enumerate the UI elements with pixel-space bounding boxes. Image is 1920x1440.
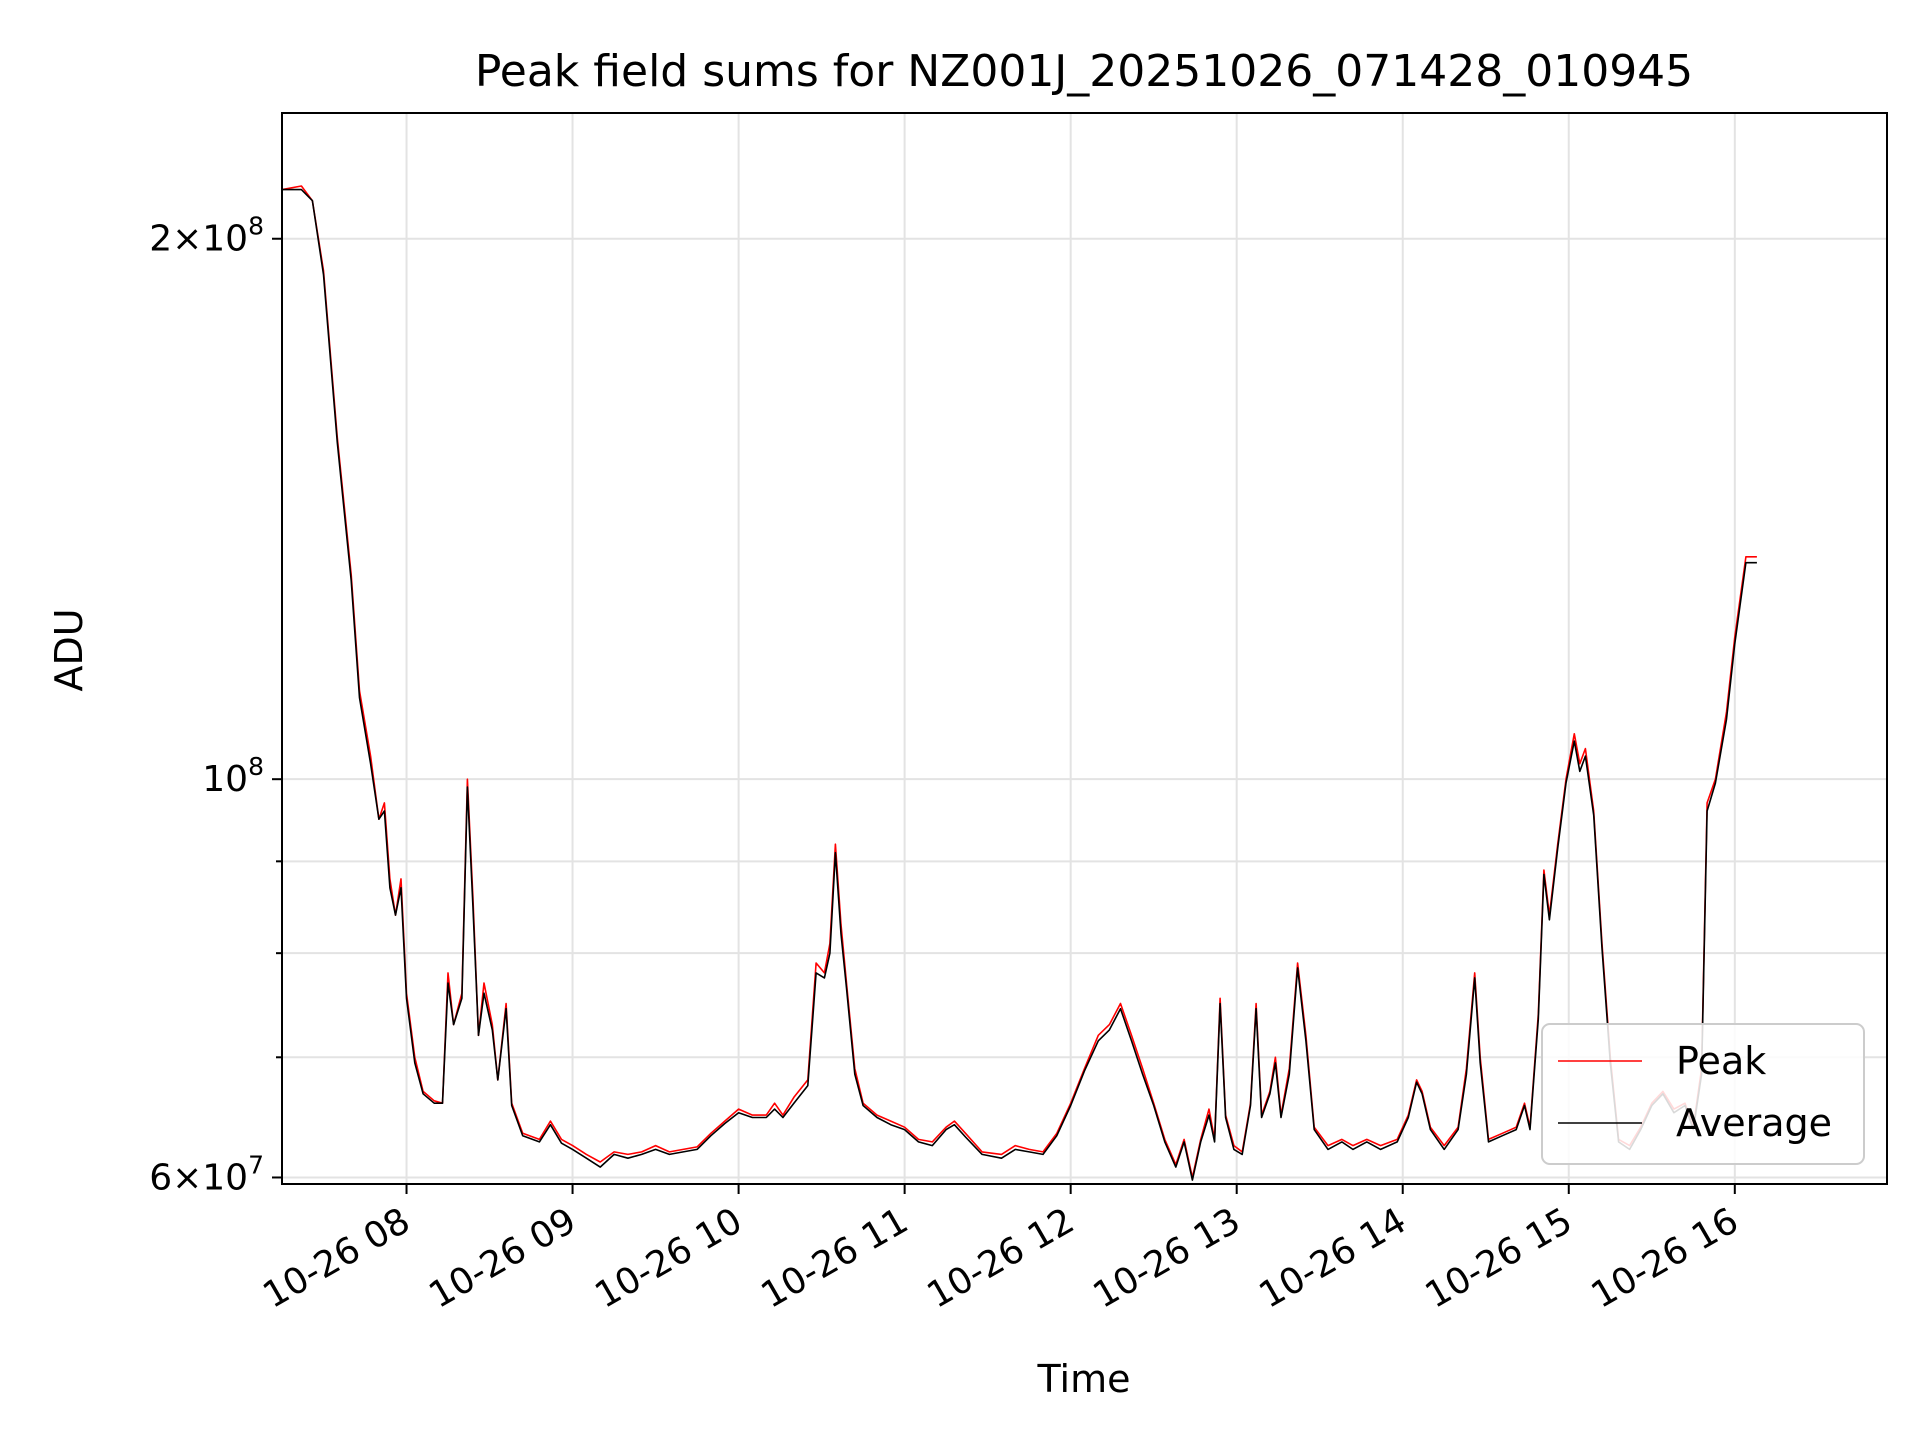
legend-label-average: Average — [1676, 1101, 1832, 1145]
y-axis-label: ADU — [47, 608, 91, 691]
series-layer — [282, 185, 1757, 1181]
x-axis-label: Time — [1037, 1357, 1131, 1401]
legend-box — [1541, 1023, 1865, 1165]
y-axis-ticks: 6×107 108 2×108 — [149, 212, 282, 1198]
grid-lines — [282, 113, 1887, 1184]
y-tick-label: 6×107 — [149, 1150, 264, 1198]
chart-title: Peak field sums for NZ001J_20251026_0714… — [475, 46, 1693, 97]
legend: Peak Average — [1541, 1023, 1865, 1165]
legend-label-peak: Peak — [1676, 1039, 1766, 1083]
y-tick-label: 108 — [202, 752, 264, 800]
plot-frame — [281, 112, 1888, 1185]
y-tick-label: 2×108 — [149, 212, 264, 260]
series-line-average — [282, 188, 1757, 1181]
